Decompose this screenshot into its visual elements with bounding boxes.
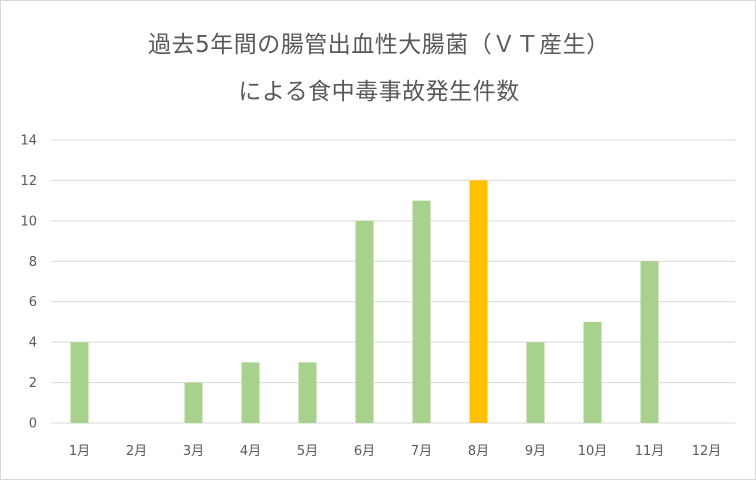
x-tick-label: 6月 <box>354 444 375 459</box>
chart-title-line-2: による食中毒事故発生件数 <box>238 79 520 105</box>
x-tick-label: 1月 <box>69 444 90 459</box>
y-tick-label: 0 <box>29 417 37 432</box>
x-tick-label: 2月 <box>126 444 147 459</box>
y-tick-label: 4 <box>29 336 37 351</box>
x-tick-label: 9月 <box>525 444 546 459</box>
bar-8 <box>469 180 488 423</box>
bar-6 <box>355 220 374 423</box>
x-tick-label: 4月 <box>240 444 261 459</box>
bar-3 <box>184 382 203 423</box>
y-tick-label: 8 <box>29 255 37 270</box>
x-tick-label: 5月 <box>297 444 318 459</box>
x-tick-label: 8月 <box>468 444 489 459</box>
y-tick-label: 6 <box>29 295 37 310</box>
x-tick-label: 12月 <box>692 444 722 459</box>
x-tick-label: 10月 <box>578 444 608 459</box>
bar-4 <box>241 362 260 423</box>
bar-1 <box>70 342 89 423</box>
x-tick-label: 3月 <box>183 444 204 459</box>
x-tick-label: 7月 <box>411 444 432 459</box>
y-tick-label: 10 <box>20 214 37 229</box>
bar-7 <box>412 200 431 423</box>
chart-title-line-1: 過去5年間の腸管出血性大腸菌（ＶＴ産生） <box>148 32 610 58</box>
y-tick-label: 12 <box>20 174 37 189</box>
bar-11 <box>640 261 659 423</box>
bar-5 <box>298 362 317 423</box>
x-tick-label: 11月 <box>635 444 665 459</box>
y-tick-label: 2 <box>29 376 37 391</box>
bar-10 <box>583 321 602 423</box>
bar-9 <box>526 342 545 423</box>
y-tick-label: 14 <box>20 134 37 149</box>
